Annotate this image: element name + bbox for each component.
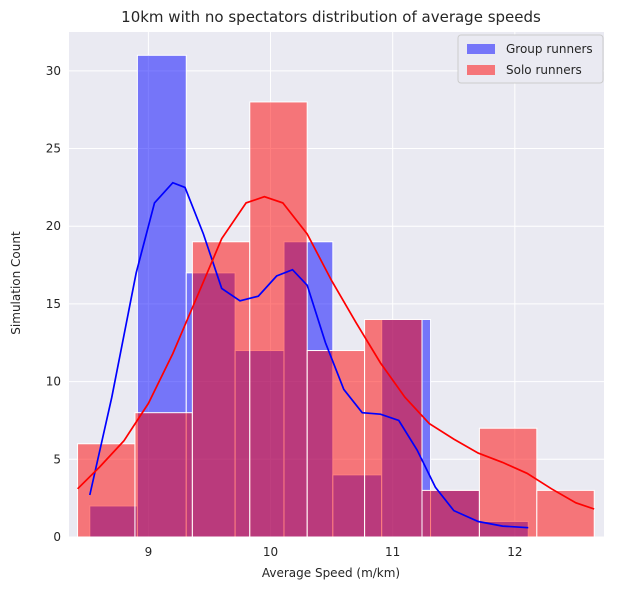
bar-solo xyxy=(364,318,423,538)
y-tick-label: 15 xyxy=(46,297,61,311)
y-tick-label: 0 xyxy=(53,530,61,544)
x-axis-label: Average Speed (m/km) xyxy=(262,566,400,580)
x-tick-label: 12 xyxy=(507,545,522,559)
legend: Group runners Solo runners xyxy=(457,34,604,84)
y-tick-label: 10 xyxy=(46,375,61,389)
y-tick-label: 25 xyxy=(46,142,61,156)
y-axis-label: Simulation Count xyxy=(9,231,23,335)
bar-solo xyxy=(134,412,193,538)
x-tick-label: 11 xyxy=(385,545,400,559)
y-axis-ticks: 0 5 10 15 20 25 30 xyxy=(46,64,61,544)
x-tick-label: 10 xyxy=(263,545,278,559)
x-tick-label: 9 xyxy=(145,545,153,559)
bar-solo xyxy=(421,489,480,538)
y-tick-label: 20 xyxy=(46,219,61,233)
bar-solo xyxy=(249,101,308,538)
bars xyxy=(77,54,595,538)
kde-line-solo xyxy=(77,195,595,510)
x-axis-ticks: 9 10 11 12 xyxy=(145,545,523,559)
y-tick-label: 5 xyxy=(53,452,61,466)
legend-swatch-group xyxy=(467,44,495,54)
legend-swatch-solo xyxy=(467,65,495,75)
legend-label-group: Group runners xyxy=(506,42,593,56)
bar-solo xyxy=(77,443,136,538)
kde-line-group xyxy=(88,181,529,529)
bar-solo xyxy=(478,427,538,538)
kde-curves xyxy=(77,181,595,529)
chart-title: 10km with no spectators distribution of … xyxy=(121,8,541,26)
bar-solo xyxy=(191,241,251,538)
bar-solo xyxy=(306,350,366,538)
bar-solo xyxy=(536,489,595,538)
y-tick-label: 30 xyxy=(46,64,61,78)
legend-label-solo: Solo runners xyxy=(506,63,582,77)
